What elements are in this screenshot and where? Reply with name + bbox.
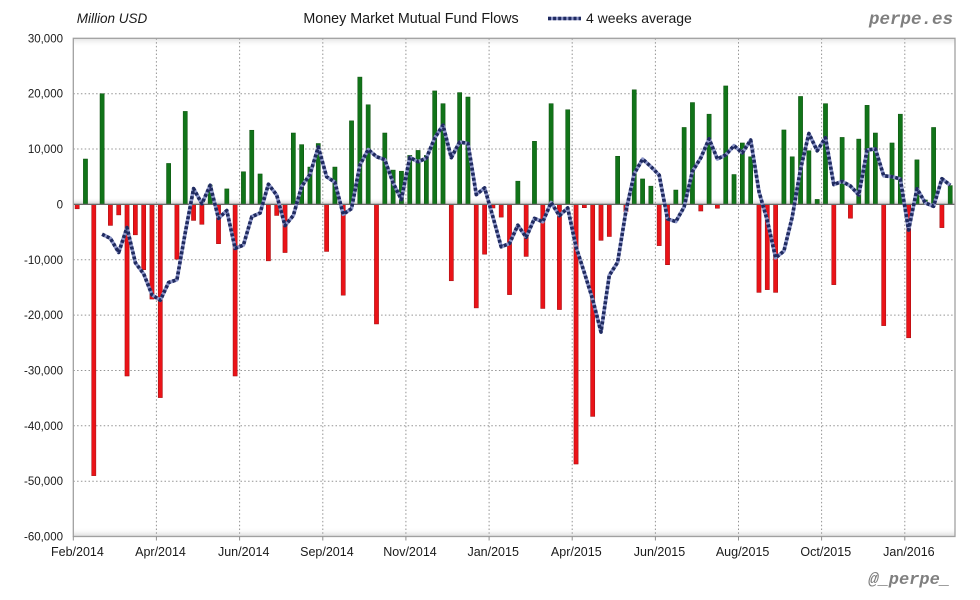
svg-text:Feb/2014: Feb/2014 bbox=[51, 545, 104, 559]
svg-text:0: 0 bbox=[57, 199, 63, 211]
svg-text:Apr/2014: Apr/2014 bbox=[135, 545, 186, 559]
svg-text:Money Market Mutual Fund Flows: Money Market Mutual Fund Flows bbox=[303, 11, 518, 27]
svg-text:Aug/2015: Aug/2015 bbox=[716, 545, 770, 559]
svg-text:-30,000: -30,000 bbox=[24, 366, 63, 378]
svg-text:Sep/2014: Sep/2014 bbox=[300, 545, 354, 559]
svg-text:@_perpe_: @_perpe_ bbox=[868, 571, 950, 590]
svg-text:Jan/2015: Jan/2015 bbox=[467, 545, 518, 559]
svg-text:Million USD: Million USD bbox=[77, 11, 148, 26]
svg-text:Jan/2016: Jan/2016 bbox=[883, 545, 934, 559]
svg-text:Nov/2014: Nov/2014 bbox=[383, 545, 437, 559]
svg-text:-50,000: -50,000 bbox=[24, 476, 63, 488]
svg-text:Oct/2015: Oct/2015 bbox=[800, 545, 851, 559]
svg-text:10,000: 10,000 bbox=[28, 144, 63, 156]
svg-text:20,000: 20,000 bbox=[28, 89, 63, 101]
svg-text:-10,000: -10,000 bbox=[24, 255, 63, 267]
svg-text:Jun/2015: Jun/2015 bbox=[634, 545, 685, 559]
svg-text:-60,000: -60,000 bbox=[24, 532, 63, 544]
svg-text:4 weeks average: 4 weeks average bbox=[586, 10, 692, 26]
svg-text:Jun/2014: Jun/2014 bbox=[218, 545, 269, 559]
svg-text:30,000: 30,000 bbox=[28, 33, 63, 45]
svg-text:-40,000: -40,000 bbox=[24, 421, 63, 433]
svg-text:-20,000: -20,000 bbox=[24, 310, 63, 322]
svg-text:perpe.es: perpe.es bbox=[868, 10, 953, 30]
svg-text:Apr/2015: Apr/2015 bbox=[551, 545, 602, 559]
